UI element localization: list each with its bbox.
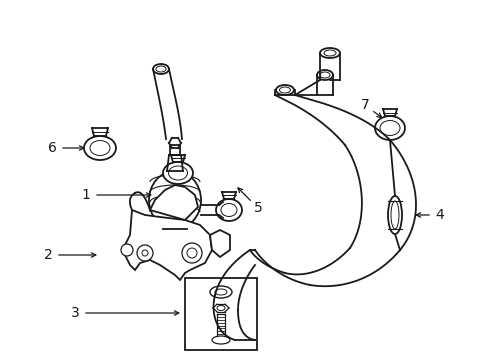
Text: 6: 6 bbox=[47, 141, 56, 155]
Circle shape bbox=[121, 244, 133, 256]
Text: 3: 3 bbox=[70, 306, 79, 320]
Ellipse shape bbox=[212, 336, 229, 344]
Text: 7: 7 bbox=[360, 98, 368, 112]
Text: 2: 2 bbox=[43, 248, 52, 262]
Circle shape bbox=[182, 243, 202, 263]
Polygon shape bbox=[125, 210, 212, 280]
Text: 1: 1 bbox=[81, 188, 90, 202]
Polygon shape bbox=[150, 185, 198, 220]
Ellipse shape bbox=[153, 64, 169, 74]
Polygon shape bbox=[209, 230, 229, 257]
Text: 5: 5 bbox=[253, 201, 262, 215]
Ellipse shape bbox=[216, 199, 242, 221]
Circle shape bbox=[142, 250, 148, 256]
Circle shape bbox=[186, 248, 197, 258]
Ellipse shape bbox=[275, 85, 293, 95]
Ellipse shape bbox=[387, 196, 401, 234]
Ellipse shape bbox=[209, 286, 231, 298]
Ellipse shape bbox=[316, 70, 332, 80]
Ellipse shape bbox=[163, 162, 193, 184]
Ellipse shape bbox=[374, 116, 404, 140]
Ellipse shape bbox=[149, 171, 201, 229]
Ellipse shape bbox=[319, 48, 339, 58]
Bar bbox=[184, 278, 257, 350]
Text: 4: 4 bbox=[435, 208, 444, 222]
Circle shape bbox=[137, 245, 153, 261]
Ellipse shape bbox=[84, 136, 116, 160]
